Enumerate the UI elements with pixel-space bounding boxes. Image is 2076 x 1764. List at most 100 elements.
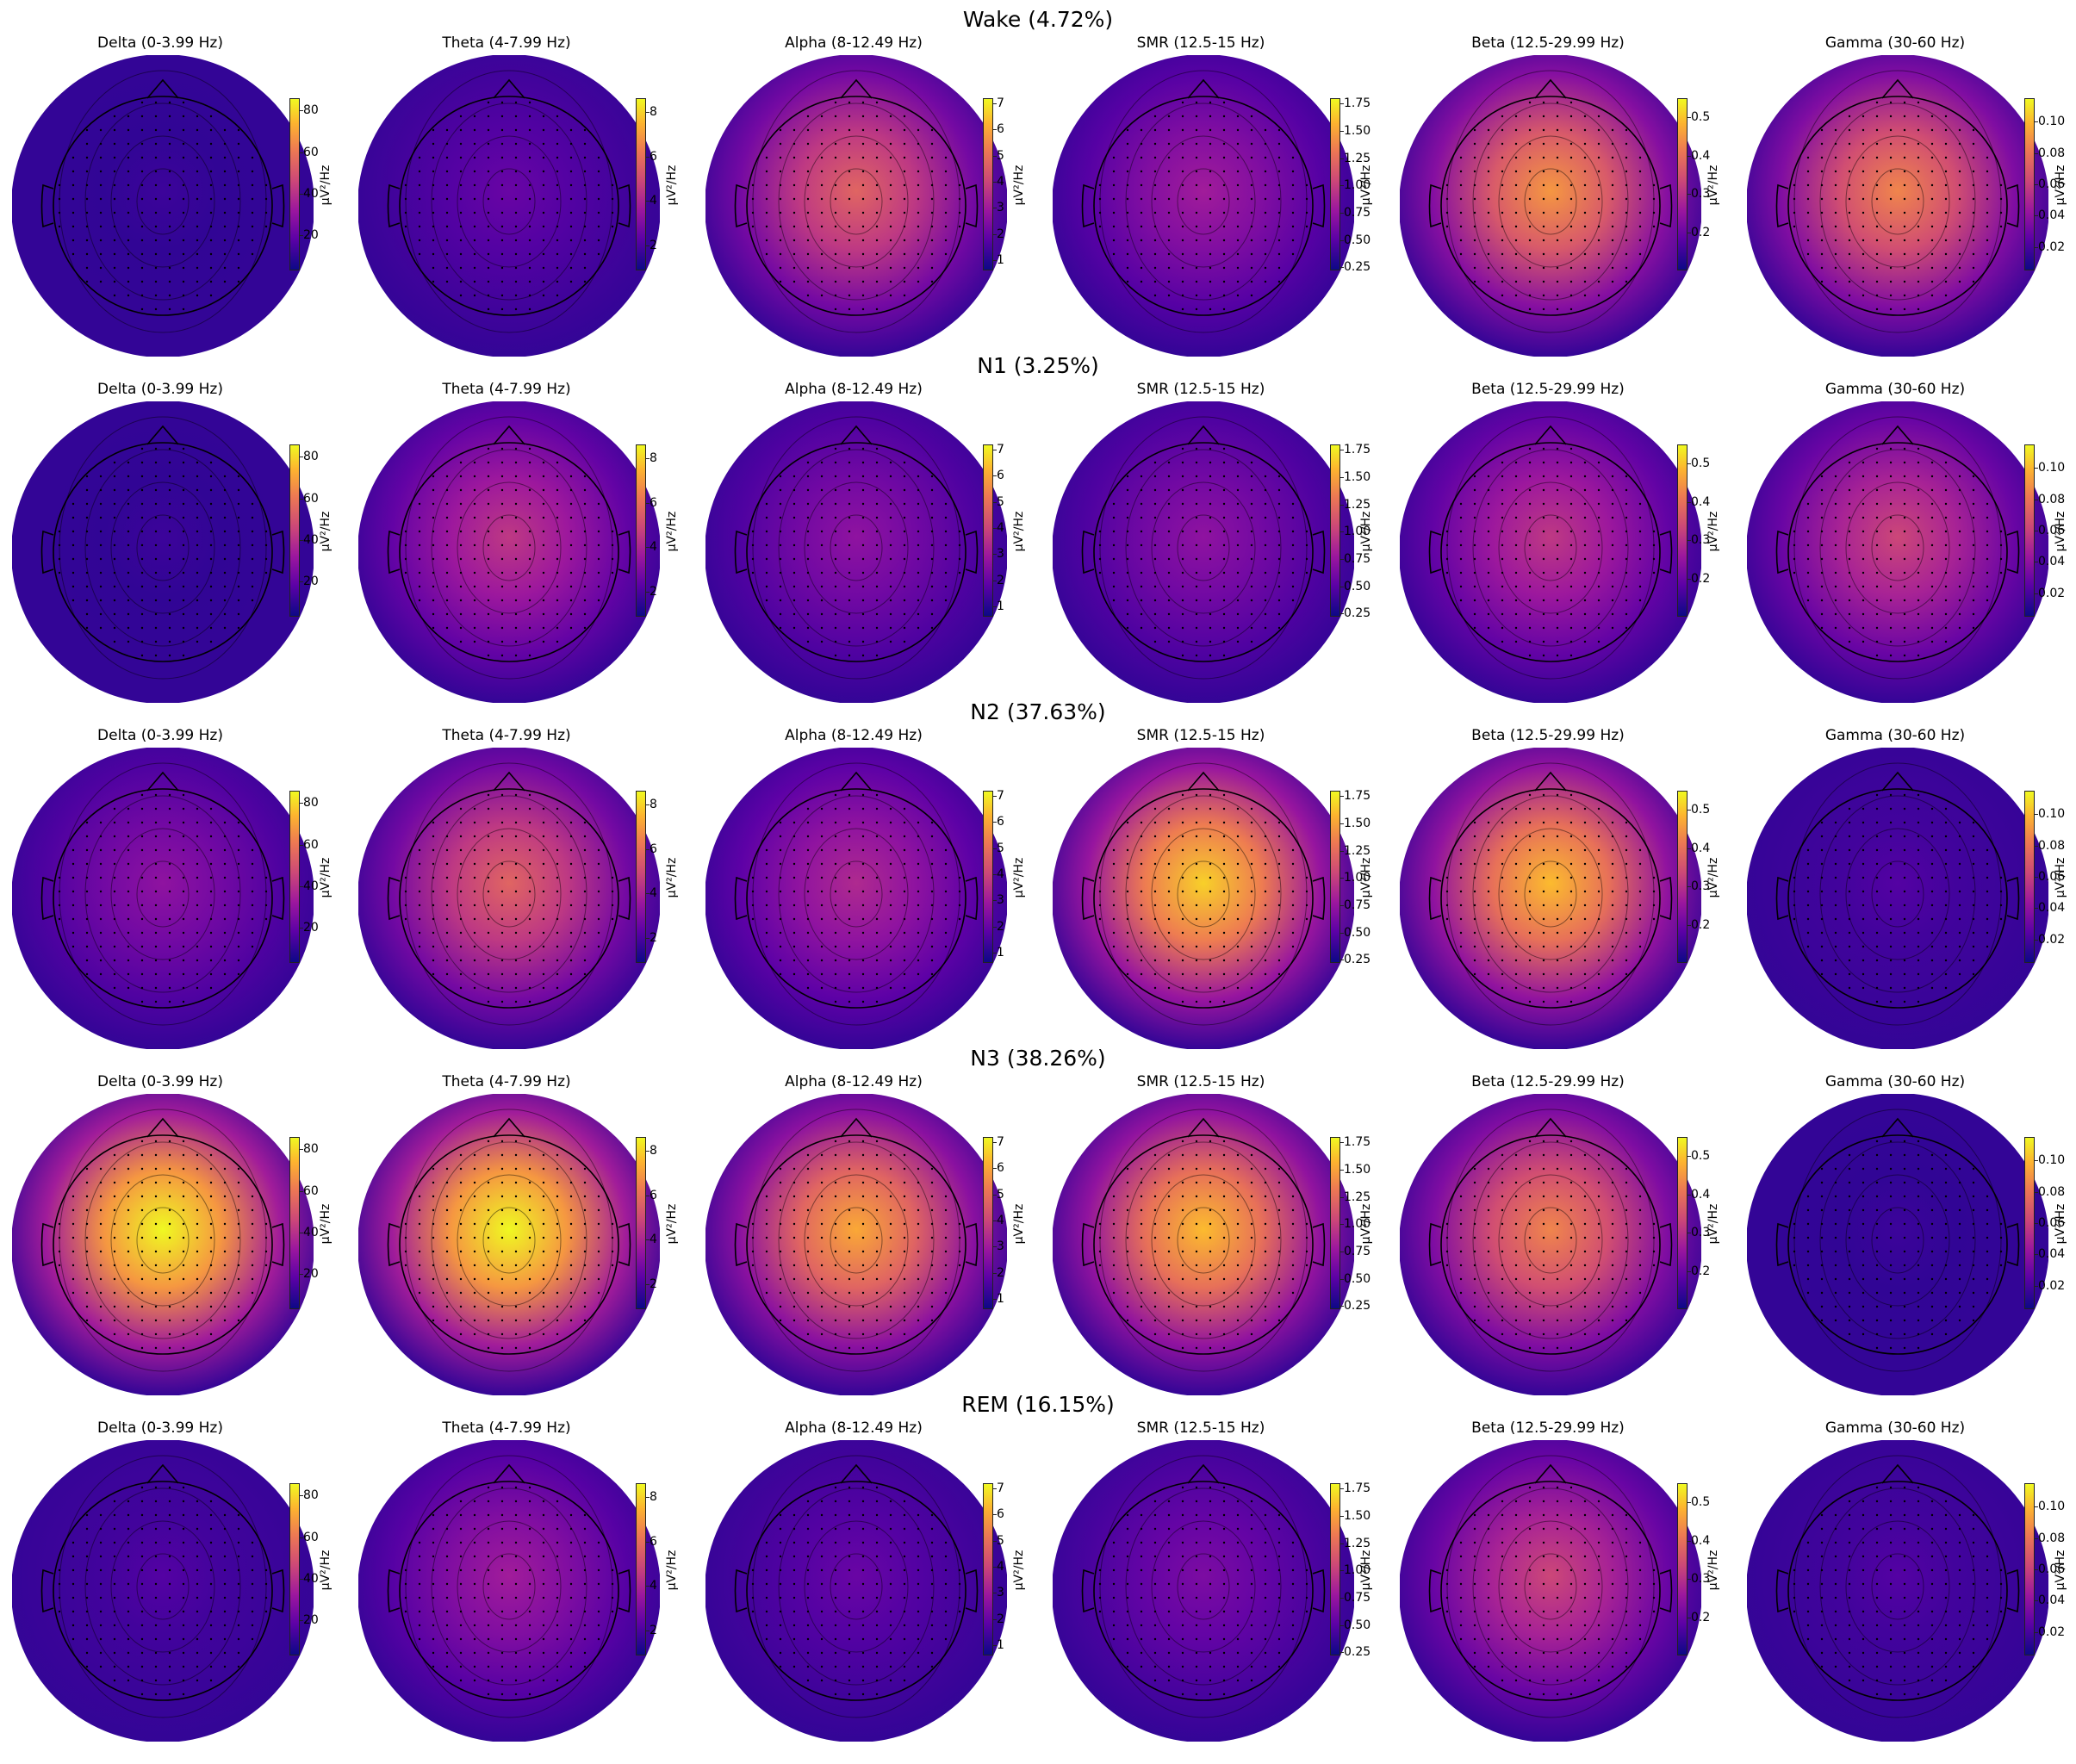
colorbar-tick-label: 4: [650, 540, 657, 555]
electrode-dot: [583, 585, 587, 588]
electrode-dot: [889, 294, 892, 297]
colorbar-tick-label: 5: [997, 1187, 1004, 1202]
electrode-dot: [1528, 211, 1532, 214]
electrode-dot: [1112, 917, 1116, 921]
electrode-dot: [1972, 931, 1975, 935]
electrode-dot: [1583, 239, 1587, 242]
electrode-dot: [1917, 225, 1920, 228]
electrode-dot: [459, 1291, 463, 1295]
electrode-dot: [1556, 197, 1559, 201]
electrode-dot: [779, 585, 782, 588]
electrode-dot: [1889, 156, 1893, 159]
electrode-dot: [1195, 1195, 1198, 1198]
electrode-dot: [487, 557, 490, 561]
electrode-dot: [1848, 959, 1851, 962]
electrode-dot: [1222, 917, 1226, 921]
electrode-dot: [611, 876, 614, 879]
electrode-dot: [1569, 1000, 1573, 1003]
electrode-dot: [1638, 156, 1642, 159]
electrode-dot: [1903, 502, 1906, 506]
electrode-dot: [1528, 1319, 1532, 1322]
electrode-dot: [514, 1181, 518, 1184]
electrode-dot: [820, 1319, 824, 1322]
electrode-dot: [1250, 128, 1253, 132]
electrode-dot: [432, 225, 435, 228]
electrode-dot: [1944, 225, 1948, 228]
electrode-dot: [917, 516, 920, 519]
electrode-dot: [528, 821, 531, 824]
electrode-dot: [1917, 972, 1920, 976]
electrode-dot: [1944, 807, 1948, 811]
electrode-dot: [1917, 543, 1920, 547]
electrode-dot: [1806, 876, 1810, 879]
electrode-dot: [1569, 1236, 1573, 1239]
electrode-dot: [487, 821, 490, 824]
left-ear-outline: [1428, 876, 1442, 921]
electrode-dot: [514, 101, 518, 104]
left-ear-outline: [1081, 876, 1095, 921]
electrode-dot: [542, 1222, 545, 1226]
electrode-dot: [903, 211, 906, 214]
electrode-dot: [1291, 599, 1295, 602]
electrode-dot: [127, 1264, 130, 1267]
contour-line: [482, 168, 536, 235]
electrode-dot: [1597, 1305, 1601, 1308]
electrode-dot: [1930, 807, 1934, 811]
electrode-dot: [154, 543, 158, 547]
electrode-dot: [237, 225, 240, 228]
electrode-dot: [1445, 197, 1449, 201]
electrode-dot: [168, 211, 171, 214]
electrode-dot: [1889, 170, 1893, 173]
electrode-dot: [182, 294, 185, 297]
electrode-dot: [889, 461, 892, 464]
electrode-dot: [99, 848, 103, 852]
electrode-dot: [432, 1305, 435, 1308]
electrode-dot: [958, 197, 961, 201]
electrode-dot: [1153, 1208, 1157, 1212]
electrode-dot: [58, 1250, 61, 1253]
electrode-dot: [1583, 1167, 1587, 1171]
electrode-dot: [1917, 848, 1920, 852]
electrode-dot: [820, 252, 824, 256]
electrode-dot: [1514, 1167, 1518, 1171]
electrode-dot: [1181, 183, 1184, 187]
electrode-dot: [418, 156, 421, 159]
electrode-dot: [1140, 225, 1143, 228]
electrode-dot: [1195, 280, 1198, 283]
electrode-dot: [223, 1222, 227, 1226]
electrode-dot: [1986, 599, 1989, 602]
electrode-dot: [1999, 571, 2003, 575]
electrode-dot: [182, 488, 185, 492]
electrode-dot: [1917, 115, 1920, 118]
electrode-dot: [1625, 170, 1628, 173]
electrode-dot: [542, 972, 545, 976]
electrode-dot: [487, 211, 490, 214]
electrode-dot: [917, 1208, 920, 1212]
electrode-dot: [473, 1167, 476, 1171]
electrode-dot: [58, 225, 61, 228]
electrode-dot: [1917, 793, 1920, 797]
electrode-dot: [875, 1140, 879, 1143]
electrode-dot: [820, 502, 824, 506]
electrode-dot: [1806, 211, 1810, 214]
electrode-dot: [154, 447, 158, 450]
electrode-dot: [99, 280, 103, 283]
right-ear-outline: [965, 183, 979, 228]
electrode-dot: [140, 848, 144, 852]
electrode-dot: [1944, 294, 1948, 297]
electrode-dot: [251, 571, 254, 575]
electrode-dot: [1583, 640, 1587, 643]
electrode-dot: [209, 1167, 213, 1171]
electrode-dot: [820, 876, 824, 879]
left-ear-outline: [387, 530, 401, 575]
electrode-dot: [1153, 280, 1157, 283]
electrode-dot: [834, 1250, 837, 1253]
electrode-dot: [113, 266, 116, 270]
electrode-dot: [473, 876, 476, 879]
electrode-dot: [848, 502, 851, 506]
electrode-dot: [1473, 1277, 1476, 1281]
electrode-dot: [1181, 197, 1184, 201]
electrode-dot: [140, 1153, 144, 1157]
electrode-dot: [1583, 876, 1587, 879]
electrode-dot: [1820, 502, 1824, 506]
